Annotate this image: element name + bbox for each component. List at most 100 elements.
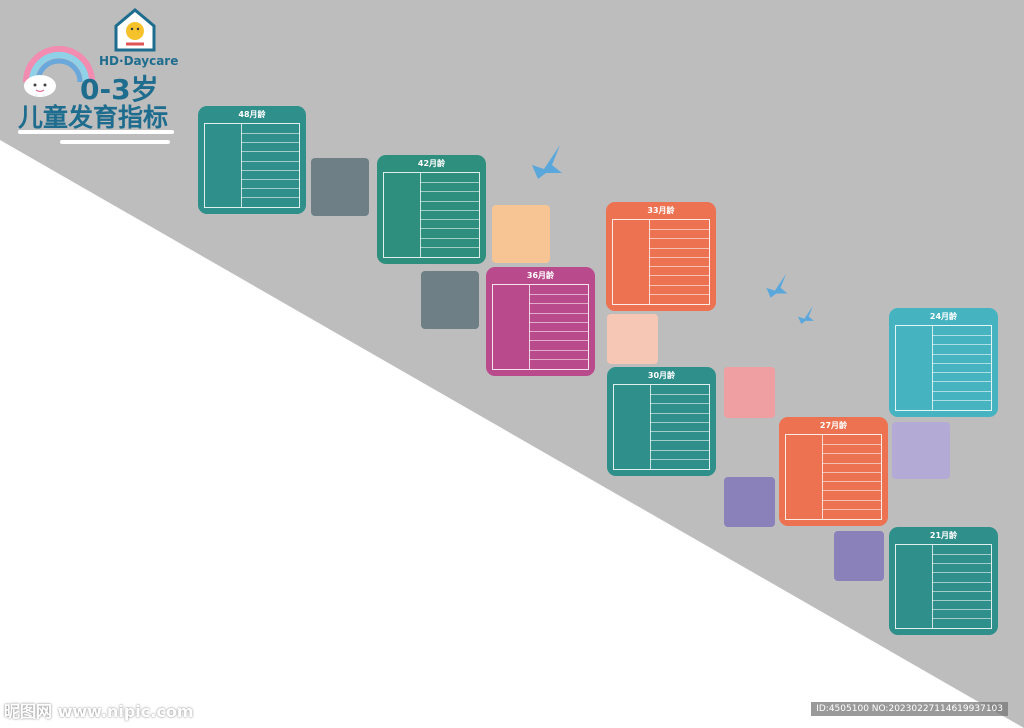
milestone-card-30m: 30月龄 xyxy=(607,367,716,476)
card-row-divider xyxy=(420,219,479,221)
card-row-divider xyxy=(420,209,479,211)
card-row-divider xyxy=(240,178,299,180)
card-row-divider xyxy=(649,256,709,258)
milestone-card-33m: 33月龄 xyxy=(606,202,716,311)
milestone-card-36m: 36月龄 xyxy=(486,267,595,376)
card-row-divider xyxy=(420,246,479,248)
card-row-divider xyxy=(649,266,709,268)
card-row-divider xyxy=(822,453,881,455)
card-row-divider xyxy=(529,294,588,296)
card-row-divider xyxy=(932,572,991,574)
card-row-divider xyxy=(240,169,299,171)
card-table xyxy=(785,434,882,520)
card-column-divider xyxy=(650,385,652,469)
card-row-divider xyxy=(650,431,709,433)
milestone-card-21m: 21月龄 xyxy=(889,527,998,635)
square-grey-1 xyxy=(311,158,369,216)
bird-icon xyxy=(798,306,814,324)
house-logo-icon xyxy=(114,8,156,52)
card-column-divider xyxy=(932,326,934,410)
card-row-divider xyxy=(240,197,299,199)
card-row-divider xyxy=(529,312,588,314)
card-row-divider xyxy=(932,335,991,337)
card-row-divider xyxy=(932,362,991,364)
card-title: 30月龄 xyxy=(647,371,676,380)
card-column-divider xyxy=(240,124,242,207)
card-row-divider xyxy=(650,449,709,451)
card-row-divider xyxy=(420,228,479,230)
image-id-text: ID:4505100 NO:20230227114619937103 xyxy=(811,702,1008,716)
card-row-divider xyxy=(529,340,588,342)
card-row-divider xyxy=(822,499,881,501)
card-column-divider xyxy=(529,285,531,369)
card-row-divider xyxy=(420,191,479,193)
card-row-divider xyxy=(932,344,991,346)
card-table xyxy=(612,219,710,305)
card-row-divider xyxy=(822,444,881,446)
card-column-divider xyxy=(932,545,934,628)
card-row-divider xyxy=(649,293,709,295)
square-peach-2 xyxy=(607,314,658,364)
title-underline xyxy=(18,130,174,134)
card-row-divider xyxy=(420,237,479,239)
card-column-divider xyxy=(649,220,651,304)
card-row-divider xyxy=(932,581,991,583)
square-grey-2 xyxy=(421,271,479,329)
card-row-divider xyxy=(420,200,479,202)
card-title: 36月龄 xyxy=(526,271,555,280)
page-title-age: 0-3岁 xyxy=(80,73,159,106)
card-row-divider xyxy=(529,358,588,360)
milestone-card-48m: 48月龄 xyxy=(198,106,306,214)
card-title: 33月龄 xyxy=(647,206,675,215)
card-table xyxy=(492,284,589,370)
card-row-divider xyxy=(650,440,709,442)
card-row-divider xyxy=(649,275,709,277)
card-row-divider xyxy=(932,618,991,620)
card-row-divider xyxy=(529,331,588,333)
card-title: 42月龄 xyxy=(417,159,446,168)
card-row-divider xyxy=(932,608,991,610)
title-underline-2 xyxy=(60,140,170,144)
card-row-divider xyxy=(529,349,588,351)
card-row-divider xyxy=(822,490,881,492)
card-row-divider xyxy=(932,381,991,383)
card-title: 48月龄 xyxy=(238,110,266,119)
square-purple-1 xyxy=(724,477,775,527)
card-table xyxy=(204,123,300,208)
card-title: 24月龄 xyxy=(929,312,958,321)
card-table xyxy=(383,172,480,258)
card-row-divider xyxy=(650,412,709,414)
card-row-divider xyxy=(932,390,991,392)
card-row-divider xyxy=(240,151,299,153)
card-table xyxy=(895,325,992,411)
card-row-divider xyxy=(932,554,991,556)
card-row-divider xyxy=(650,394,709,396)
card-row-divider xyxy=(932,599,991,601)
card-row-divider xyxy=(822,508,881,510)
milestone-card-24m: 24月龄 xyxy=(889,308,998,417)
milestone-card-42m: 42月龄 xyxy=(377,155,486,264)
card-row-divider xyxy=(650,458,709,460)
rainbow-icon xyxy=(23,46,95,97)
square-purple-2 xyxy=(834,531,884,581)
bird-icon xyxy=(766,273,788,298)
page-title-subject: 儿童发育指标 xyxy=(18,103,169,132)
card-row-divider xyxy=(240,142,299,144)
card-row-divider xyxy=(240,160,299,162)
card-row-divider xyxy=(649,238,709,240)
card-row-divider xyxy=(420,182,479,184)
card-row-divider xyxy=(649,284,709,286)
milestone-card-27m: 27月龄 xyxy=(779,417,888,526)
card-row-divider xyxy=(650,403,709,405)
card-row-divider xyxy=(240,187,299,189)
square-lavender-1 xyxy=(892,422,950,479)
card-title: 27月龄 xyxy=(819,421,848,430)
bird-icon xyxy=(532,145,562,179)
card-row-divider xyxy=(529,321,588,323)
card-row-divider xyxy=(822,471,881,473)
card-table xyxy=(895,544,992,629)
card-row-divider xyxy=(649,247,709,249)
card-table xyxy=(613,384,710,470)
card-row-divider xyxy=(649,229,709,231)
